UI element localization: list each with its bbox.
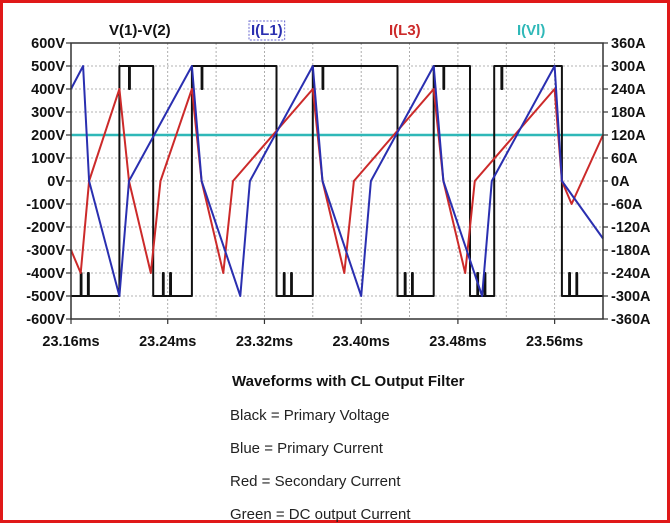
y-left-tick-label: -500V bbox=[26, 289, 65, 305]
y-right-tick-label: 0A bbox=[611, 174, 630, 190]
y-right-tick-label: -360A bbox=[611, 312, 651, 328]
x-tick-label: 23.48ms bbox=[429, 334, 486, 350]
y-right-tick-label: -120A bbox=[611, 220, 651, 236]
axes-layer: 600V 360A 500V 300A 400V 240A 300V 180A 200V 120A… bbox=[26, 36, 651, 350]
y-right-tick-label: 240A bbox=[611, 82, 646, 98]
series-layer bbox=[70, 65, 604, 297]
x-tick-label: 23.24ms bbox=[139, 334, 196, 350]
y-left-tick-label: -400V bbox=[26, 266, 65, 282]
series-i-l1--line bbox=[70, 65, 604, 297]
y-right-tick-label: 300A bbox=[611, 59, 646, 75]
y-right-tick-label: 360A bbox=[611, 36, 646, 52]
y-left-tick-label: 500V bbox=[31, 59, 65, 75]
legend-item: I(L1) bbox=[251, 22, 283, 39]
y-right-tick-label: -300A bbox=[611, 289, 651, 305]
legend-item: I(Vl) bbox=[517, 22, 545, 39]
y-right-tick-label: -60A bbox=[611, 197, 643, 213]
x-tick-label: 23.56ms bbox=[526, 334, 583, 350]
x-tick-label: 23.32ms bbox=[236, 334, 293, 350]
y-left-tick-label: 300V bbox=[31, 105, 65, 121]
series-v-1-v-2--line bbox=[71, 65, 603, 297]
caption-line-red: Red = Secondary Current bbox=[230, 473, 401, 490]
y-left-tick-label: 400V bbox=[31, 82, 65, 98]
x-tick-label: 23.40ms bbox=[333, 334, 390, 350]
legend: V(1)-V(2) I(L1) I(L3) I(Vl) bbox=[109, 20, 545, 41]
y-left-tick-label: 200V bbox=[31, 128, 65, 144]
waveform-chart: 600V 360A 500V 300A 400V 240A 300V 180A 200V 120A… bbox=[26, 20, 651, 350]
caption-line-blue: Blue = Primary Current bbox=[230, 440, 383, 457]
y-right-tick-label: -240A bbox=[611, 266, 651, 282]
y-right-tick-label: -180A bbox=[611, 243, 651, 259]
caption-line-green: Green = DC output Current bbox=[230, 506, 411, 523]
y-left-tick-label: 0V bbox=[47, 174, 65, 190]
x-tick-label: 23.16ms bbox=[42, 334, 99, 350]
y-left-tick-label: -100V bbox=[26, 197, 65, 213]
y-right-tick-label: 180A bbox=[611, 105, 646, 121]
legend-selection-box bbox=[248, 20, 286, 41]
caption-title: Waveforms with CL Output Filter bbox=[232, 373, 465, 390]
legend-item: V(1)-V(2) bbox=[109, 22, 171, 39]
y-right-tick-label: 120A bbox=[611, 128, 646, 144]
caption-line-black: Black = Primary Voltage bbox=[230, 407, 390, 424]
legend-item: I(L3) bbox=[389, 22, 421, 39]
y-left-tick-label: 600V bbox=[31, 36, 65, 52]
y-left-tick-label: 100V bbox=[31, 151, 65, 167]
y-right-tick-label: 60A bbox=[611, 151, 638, 167]
y-left-tick-label: -200V bbox=[26, 220, 65, 236]
series-i-l3--line bbox=[70, 88, 604, 274]
y-left-tick-label: -300V bbox=[26, 243, 65, 259]
y-left-tick-label: -600V bbox=[26, 312, 65, 328]
